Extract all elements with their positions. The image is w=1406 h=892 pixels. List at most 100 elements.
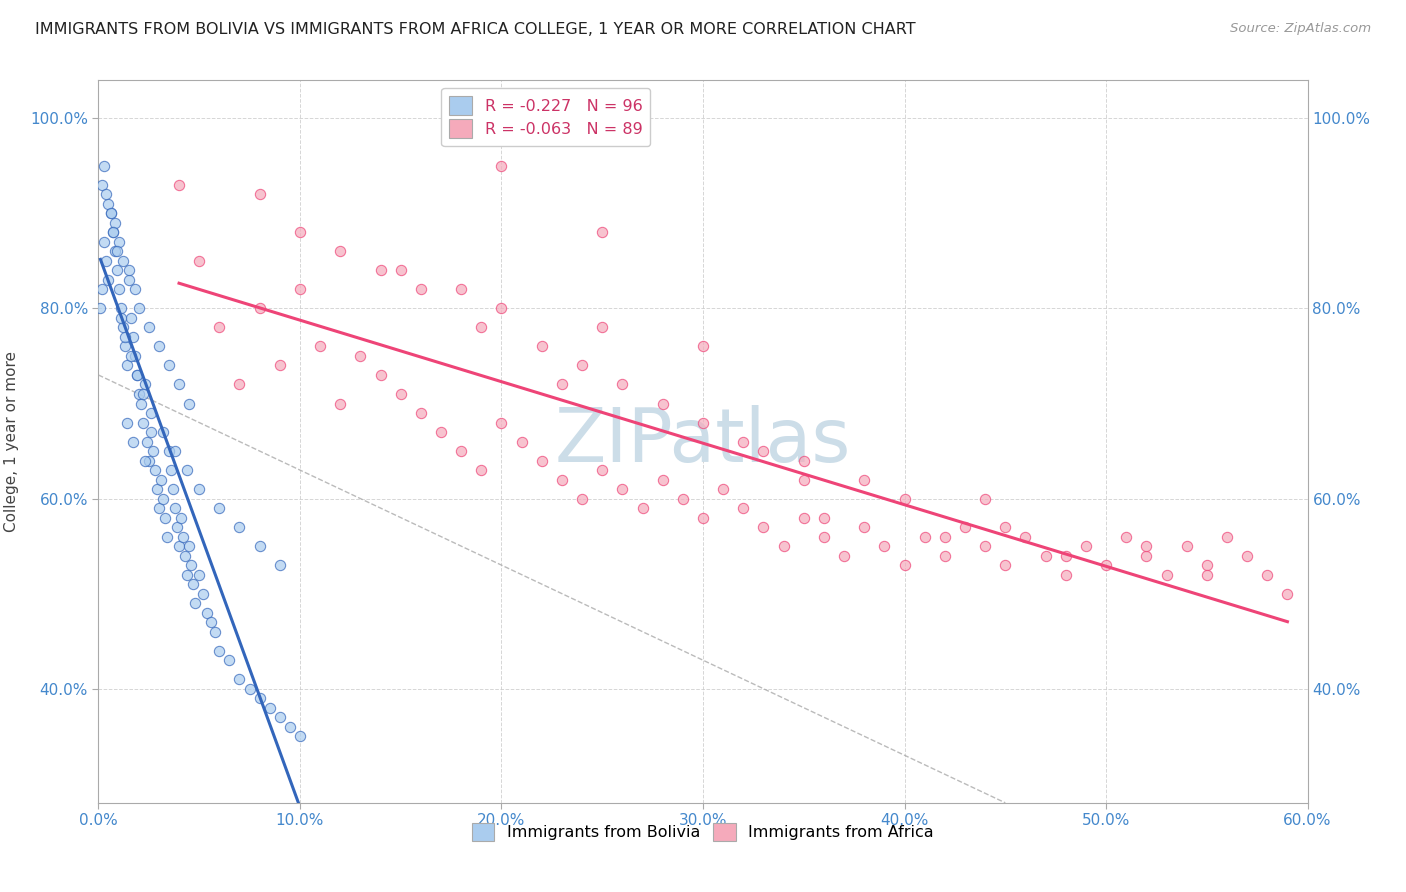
Point [1135,539,1157,553]
Point [530,339,553,353]
Point [170,510,193,524]
Point [195,606,218,620]
Point [125,368,148,382]
Point [510,434,533,449]
Point [105,263,128,277]
Point [551,473,574,487]
Point [96,254,118,268]
Point [179,396,201,410]
Point [134,453,156,467]
Point [166,520,188,534]
Point [139,406,162,420]
Point [156,530,179,544]
Point [162,482,184,496]
Point [651,396,673,410]
Point [259,700,281,714]
Point [188,254,211,268]
Point [208,320,231,334]
Point [893,558,915,573]
Point [893,491,915,506]
Point [733,501,755,516]
Point [329,396,352,410]
Y-axis label: College, 1 year or more: College, 1 year or more [4,351,18,532]
Point [389,387,412,401]
Point [121,434,143,449]
Point [101,226,124,240]
Point [309,339,332,353]
Point [228,672,250,686]
Point [370,263,392,277]
Point [853,473,876,487]
Point [228,520,250,534]
Point [153,510,176,524]
Point [953,520,976,534]
Point [450,444,472,458]
Point [193,587,215,601]
Point [157,359,180,373]
Point [994,558,1017,573]
Point [711,482,734,496]
Point [491,301,513,316]
Point [103,216,125,230]
Point [793,510,815,524]
Point [93,235,115,249]
Point [149,473,172,487]
Point [146,482,169,496]
Point [288,226,311,240]
Point [752,520,775,534]
Point [188,567,211,582]
Point [208,501,231,516]
Point [152,491,174,506]
Point [1175,539,1198,553]
Point [120,310,142,325]
Point [179,539,201,553]
Point [389,263,412,277]
Point [1236,549,1258,563]
Point [105,244,128,259]
Point [138,453,160,467]
Point [204,624,226,639]
Point [591,463,613,477]
Point [129,396,152,410]
Point [115,416,138,430]
Point [752,444,775,458]
Point [278,720,301,734]
Point [121,330,143,344]
Point [631,501,654,516]
Point [1156,567,1178,582]
Point [138,320,160,334]
Point [111,254,134,268]
Point [772,539,794,553]
Point [692,416,714,430]
Point [148,339,170,353]
Point [125,368,148,382]
Point [491,159,513,173]
Point [672,491,695,506]
Point [163,444,186,458]
Point [994,520,1017,534]
Point [288,729,311,743]
Point [249,187,271,202]
Point [1054,549,1077,563]
Point [249,539,271,553]
Point [914,530,936,544]
Point [249,301,271,316]
Point [89,301,111,316]
Point [934,549,956,563]
Point [128,301,150,316]
Point [167,539,190,553]
Point [269,710,291,724]
Point [93,159,115,173]
Point [176,567,198,582]
Point [1054,567,1077,582]
Point [288,282,311,296]
Point [128,387,150,401]
Point [120,349,142,363]
Point [651,473,673,487]
Point [143,463,166,477]
Point [107,235,129,249]
Point [873,539,896,553]
Point [96,187,118,202]
Point [692,510,714,524]
Point [157,444,180,458]
